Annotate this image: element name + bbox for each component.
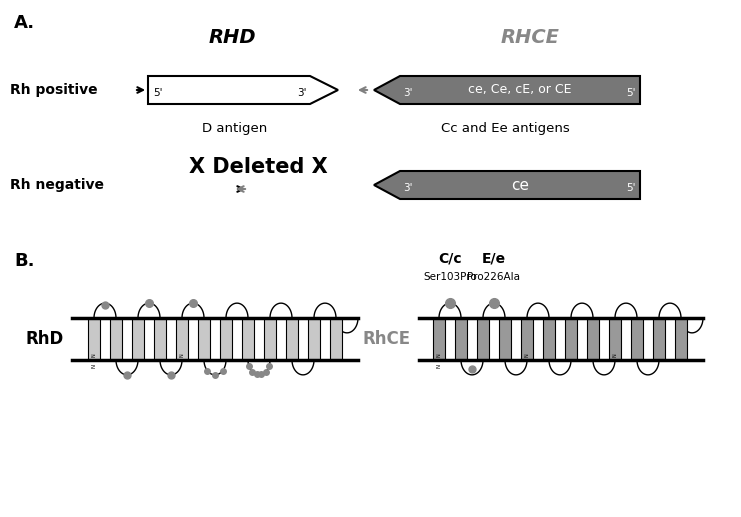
Text: N: N [525, 353, 530, 357]
Text: RHCE: RHCE [500, 28, 559, 47]
Bar [264, 318, 276, 360]
Bar [132, 318, 144, 360]
Text: 3': 3' [297, 88, 307, 98]
Bar [330, 318, 342, 360]
Text: 3': 3' [403, 183, 413, 193]
Text: N: N [91, 364, 96, 368]
Text: N: N [436, 364, 442, 368]
Bar [631, 318, 643, 360]
Text: A.: A. [14, 14, 35, 32]
Bar [455, 318, 467, 360]
Text: E/e: E/e [482, 252, 506, 266]
Text: Cc and Ee antigens: Cc and Ee antigens [441, 122, 569, 135]
Text: ce: ce [511, 177, 529, 192]
Text: ce, Ce, cE, or CE: ce, Ce, cE, or CE [468, 84, 572, 97]
Text: C/c: C/c [438, 252, 462, 266]
Text: RhCE: RhCE [363, 330, 411, 348]
Text: N: N [179, 353, 185, 357]
Bar [565, 318, 577, 360]
Bar [110, 318, 122, 360]
Bar [176, 318, 188, 360]
Text: 5': 5' [626, 88, 636, 98]
Polygon shape [374, 76, 640, 104]
Text: N: N [91, 353, 96, 357]
Bar [543, 318, 555, 360]
Text: Pro226Ala: Pro226Ala [468, 272, 520, 282]
Text: RHD: RHD [208, 28, 256, 47]
Text: 3': 3' [403, 88, 413, 98]
Text: Ser103Pro: Ser103Pro [423, 272, 477, 282]
Bar [675, 318, 687, 360]
Bar [154, 318, 166, 360]
Bar [499, 318, 511, 360]
Bar [242, 318, 254, 360]
Text: N: N [613, 353, 617, 357]
Text: Rh positive: Rh positive [10, 83, 98, 97]
Bar [587, 318, 599, 360]
Polygon shape [374, 171, 640, 199]
Bar [308, 318, 320, 360]
Bar [433, 318, 445, 360]
Text: 5': 5' [153, 88, 162, 98]
Bar [521, 318, 533, 360]
Bar [88, 318, 100, 360]
Text: B.: B. [14, 252, 35, 270]
Polygon shape [148, 76, 338, 104]
Bar [286, 318, 298, 360]
Text: N: N [436, 353, 442, 357]
Bar [609, 318, 621, 360]
Bar [653, 318, 665, 360]
Bar [220, 318, 232, 360]
Text: 5': 5' [626, 183, 636, 193]
Bar [477, 318, 489, 360]
Bar [198, 318, 210, 360]
Text: D antigen: D antigen [202, 122, 268, 135]
Text: RhD: RhD [26, 330, 64, 348]
Text: X Deleted X: X Deleted X [189, 157, 328, 177]
Text: Rh negative: Rh negative [10, 178, 104, 192]
